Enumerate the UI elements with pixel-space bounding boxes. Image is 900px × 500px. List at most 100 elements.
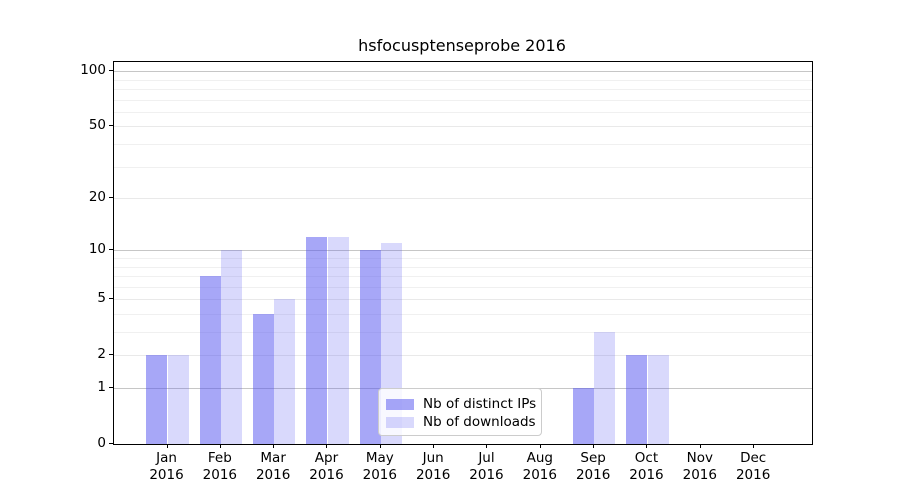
x-tick-label-aug: Aug 2016 [510, 450, 570, 483]
x-tick-month: Mar [260, 450, 286, 466]
x-tick-year: 2016 [202, 466, 237, 483]
x-tick-mark-mar [273, 444, 275, 448]
plot-area [113, 61, 813, 445]
gridline-5 [114, 299, 812, 301]
x-tick-mark-may [379, 444, 381, 448]
bar-downloads-mar [274, 299, 296, 444]
x-tick-year: 2016 [255, 466, 291, 483]
y-tick-label-2: 2 [97, 346, 106, 363]
bar-ips-feb [199, 276, 221, 444]
y-tick-mark-20 [109, 196, 113, 198]
legend-item-distinct-ips: Nb of distinct IPs [386, 395, 537, 413]
gridline-2 [114, 355, 812, 357]
bar-ips-oct [626, 355, 648, 444]
bar-downloads-oct [647, 355, 669, 444]
x-tick-label-sep: Sep 2016 [563, 450, 623, 483]
y-tick-label-50: 50 [88, 117, 106, 134]
x-tick-label-nov: Nov 2016 [670, 450, 730, 483]
x-tick-month: Jan [156, 450, 177, 466]
x-tick-mark-aug [539, 444, 541, 448]
x-tick-year: 2016 [415, 466, 451, 483]
gridline-major-10 [114, 250, 812, 252]
x-tick-mark-apr [326, 444, 328, 448]
y-tick-mark-2 [109, 354, 113, 356]
x-tick-month: Jul [478, 450, 495, 466]
x-tick-label-oct: Oct 2016 [616, 450, 676, 483]
legend-label-distinct-ips: Nb of distinct IPs [423, 396, 537, 412]
bar-ips-jan [146, 355, 168, 444]
legend-swatch-distinct-ips [386, 398, 414, 410]
x-tick-mark-dec [753, 444, 755, 448]
y-tick-mark-50 [109, 125, 113, 127]
x-tick-label-may: May 2016 [350, 450, 410, 483]
y-tick-label-0: 0 [97, 435, 106, 451]
gridline-minor-7 [114, 276, 812, 277]
x-tick-year: 2016 [735, 466, 771, 483]
x-tick-month: Oct [634, 450, 659, 466]
y-tick-mark-100 [109, 70, 113, 72]
x-tick-month: Feb [207, 450, 232, 466]
x-tick-month: Dec [740, 450, 767, 466]
x-tick-label-mar: Mar 2016 [243, 450, 303, 483]
bar-ips-may [359, 250, 381, 444]
x-tick-year: 2016 [362, 466, 397, 483]
gridline-20 [114, 198, 812, 199]
x-tick-label-jan: Jan 2016 [137, 450, 197, 483]
y-tick-label-5: 5 [97, 290, 106, 307]
x-tick-year: 2016 [469, 466, 504, 483]
gridline-major-100 [114, 71, 812, 73]
y-tick-mark-10 [109, 249, 113, 251]
x-tick-label-dec: Dec 2016 [723, 450, 783, 483]
bar-downloads-apr [327, 236, 349, 444]
x-tick-year: 2016 [575, 466, 611, 483]
gridline-minor-40 [114, 143, 812, 145]
gridline-minor-60 [114, 111, 812, 113]
bar-downloads-jan [167, 355, 189, 444]
gridline-minor-90 [114, 79, 812, 81]
x-tick-label-jul: Jul 2016 [456, 450, 516, 483]
legend: Nb of distinct IPs Nb of downloads [378, 388, 542, 436]
bar-downloads-feb [220, 250, 243, 444]
legend-label-downloads: Nb of downloads [423, 414, 536, 430]
x-tick-month: Nov [686, 450, 713, 466]
x-tick-mark-jun [433, 444, 435, 448]
y-tick-label-20: 20 [88, 188, 106, 205]
bar-downloads-sep [594, 332, 616, 444]
x-tick-year: 2016 [682, 466, 717, 483]
chart-title: hsfocusptenseprobe 2016 [358, 36, 566, 55]
x-tick-month: Sep [580, 450, 606, 466]
x-tick-mark-jul [486, 444, 488, 448]
x-tick-mark-feb [219, 444, 221, 448]
y-tick-label-1: 1 [97, 378, 106, 395]
legend-item-downloads: Nb of downloads [386, 413, 536, 431]
y-tick-mark-0 [109, 443, 113, 444]
x-tick-label-feb: Feb 2016 [190, 450, 250, 483]
x-tick-mark-sep [593, 444, 595, 448]
y-tick-mark-1 [109, 386, 113, 388]
gridline-minor-30 [114, 166, 812, 168]
x-tick-year: 2016 [522, 466, 557, 483]
gridline-minor-3 [114, 332, 812, 333]
x-tick-year: 2016 [309, 466, 344, 483]
y-tick-label-100: 100 [80, 62, 106, 79]
y-tick-mark-5 [109, 298, 113, 300]
gridline-50 [114, 126, 812, 128]
gridline-minor-9 [114, 257, 812, 259]
x-tick-mark-oct [646, 444, 648, 448]
y-tick-label-10: 10 [88, 241, 106, 258]
x-tick-mark-nov [699, 444, 701, 448]
x-tick-label-apr: Apr 2016 [296, 450, 356, 483]
x-tick-year: 2016 [149, 466, 184, 483]
gridline-minor-70 [114, 99, 812, 101]
bar-ips-mar [252, 313, 275, 444]
gridline-minor-6 [114, 286, 812, 288]
gridline-minor-4 [114, 313, 812, 315]
x-tick-month: Jun [422, 450, 444, 466]
x-tick-mark-jan [166, 444, 168, 448]
gridline-minor-8 [114, 266, 812, 268]
x-tick-month: Apr [314, 450, 339, 466]
x-tick-month: May [365, 450, 394, 466]
x-tick-year: 2016 [629, 466, 664, 483]
x-tick-label-jun: Jun 2016 [403, 450, 463, 483]
